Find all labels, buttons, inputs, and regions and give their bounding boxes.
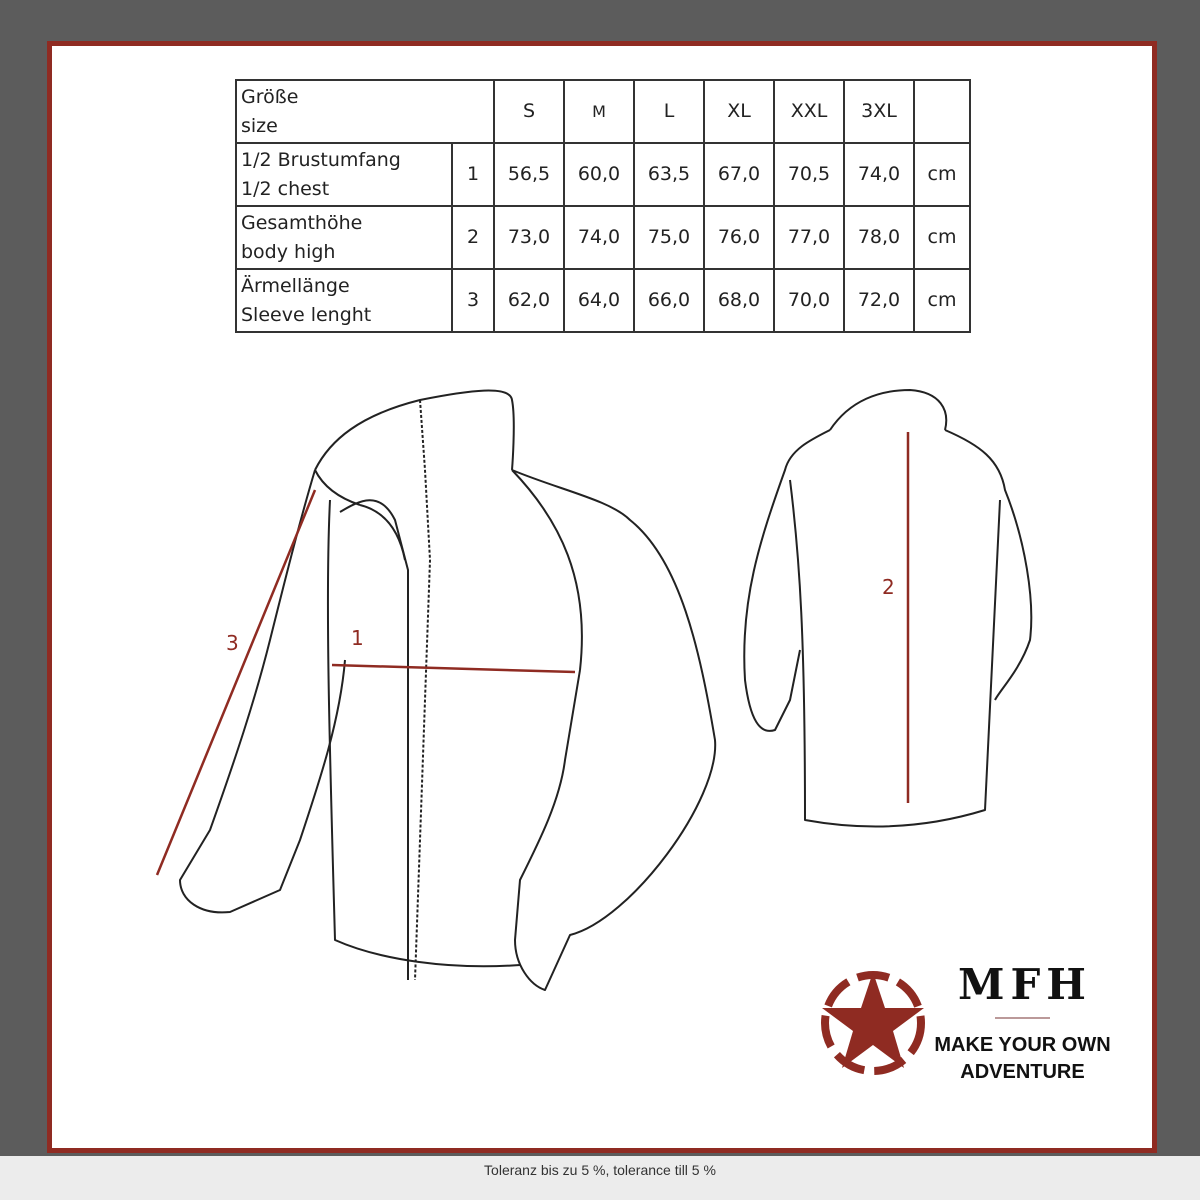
measure-line-3 — [155, 489, 317, 876]
row-label: Gesamthöhe body high — [235, 205, 453, 270]
table-row-header: Größe size S M L XL XXL 3XL — [235, 79, 971, 144]
label-en: body high — [241, 240, 336, 263]
slogan-line-1: MAKE YOUR OWN — [934, 1034, 1111, 1056]
brand-logo: MFH — [958, 960, 1092, 1009]
table-cell: 67,0 — [703, 142, 775, 207]
table-cell: 74,0 — [843, 142, 915, 207]
divider — [995, 1017, 1050, 1019]
table-cell: 66,0 — [633, 268, 705, 333]
measure-lines — [155, 432, 910, 876]
table-cell: 63,5 — [633, 142, 705, 207]
unit-header — [913, 79, 971, 144]
size-m: M — [563, 79, 635, 144]
measure-line-1 — [331, 663, 576, 674]
measure-label-2: 2 — [882, 575, 895, 599]
label-de: Größe — [241, 85, 299, 108]
table-cell: 68,0 — [703, 268, 775, 333]
table-cell: 75,0 — [633, 205, 705, 270]
table-cell: 77,0 — [773, 205, 845, 270]
table-row: Ärmellänge Sleeve lenght 3 62,0 64,0 66,0 68,0… — [235, 268, 971, 333]
table-cell: 73,0 — [493, 205, 565, 270]
row-number: 1 — [451, 142, 495, 207]
slogan-line-2: ADVENTURE — [960, 1061, 1085, 1083]
table-cell: 74,0 — [563, 205, 635, 270]
footer: Toleranz bis zu 5 %, tolerance till 5 % — [0, 1156, 1200, 1200]
size-xl: XL — [703, 79, 775, 144]
measure-label-1: 1 — [351, 626, 364, 650]
row-label: 1/2 Brustumfang 1/2 chest — [235, 142, 453, 207]
measure-label-3: 3 — [226, 631, 239, 655]
size-table: Größe size S M L XL XXL 3XL 1/2 Brustumfa… — [235, 79, 971, 333]
row-number: 2 — [451, 205, 495, 270]
row-number: 3 — [451, 268, 495, 333]
front-jacket-outline — [179, 389, 717, 991]
table-cell: 60,0 — [563, 142, 635, 207]
table-cell: 56,5 — [493, 142, 565, 207]
table-row: 1/2 Brustumfang 1/2 chest 1 56,5 60,0 63,5 67,… — [235, 142, 971, 207]
table-cell: 62,0 — [493, 268, 565, 333]
unit-cell: cm — [913, 142, 971, 207]
label-en: Sleeve lenght — [241, 303, 372, 326]
size-l: L — [633, 79, 705, 144]
size-s: S — [493, 79, 565, 144]
label-en: size — [241, 114, 278, 137]
label-de: Ärmellänge — [241, 274, 350, 297]
size-xxl: XXL — [773, 79, 845, 144]
table-cell: 64,0 — [563, 268, 635, 333]
unit-cell: cm — [913, 268, 971, 333]
label-en: 1/2 chest — [241, 177, 330, 200]
back-jacket-outline — [743, 389, 1033, 828]
table-cell: 70,0 — [773, 268, 845, 333]
table-cell: 76,0 — [703, 205, 775, 270]
slogan: MAKE YOUR OWN ADVENTURE — [930, 1032, 1115, 1086]
tolerance-note: Toleranz bis zu 5 %, tolerance till 5 % — [484, 1162, 716, 1178]
size-3xl: 3XL — [843, 79, 915, 144]
logo-star-icon — [821, 971, 925, 1075]
unit-cell: cm — [913, 205, 971, 270]
table-row: Gesamthöhe body high 2 73,0 74,0 75,0 76,0 77,0… — [235, 205, 971, 270]
row-label: Ärmellänge Sleeve lenght — [235, 268, 453, 333]
table-cell: 70,5 — [773, 142, 845, 207]
table-cell: 72,0 — [843, 268, 915, 333]
header-label: Größe size — [235, 79, 495, 144]
label-de: 1/2 Brustumfang — [241, 148, 401, 171]
table-cell: 78,0 — [843, 205, 915, 270]
label-de: Gesamthöhe — [241, 211, 363, 234]
